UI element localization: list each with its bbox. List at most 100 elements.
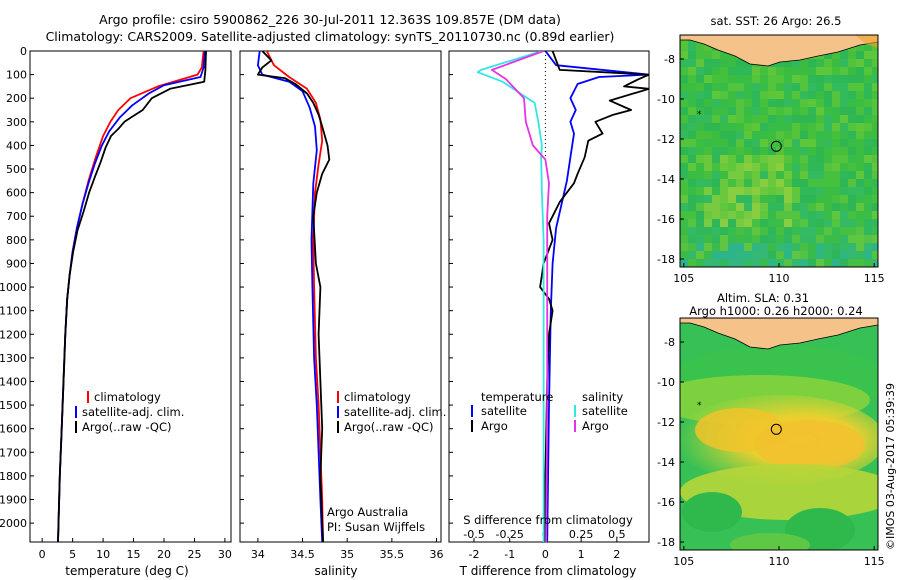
sst-pixel [832,227,840,235]
sst-pixel [864,99,872,107]
sst-pixel [832,171,840,179]
sst-pixel [784,75,792,83]
sst-pixel [808,155,816,163]
sst-pixel [816,147,824,155]
sst-pixel [848,171,856,179]
map-y-tick-label: -14 [657,173,675,186]
sst-argo-location-marker [770,140,782,152]
sst-pixel [784,67,792,75]
sst-pixel [688,83,696,91]
sst-pixel [872,107,878,115]
sst-pixel [848,147,856,155]
sst-pixel [720,51,728,59]
sst-pixel [736,147,744,155]
sst-pixel [840,51,848,59]
sst-pixel [736,91,744,99]
sst-pixel [856,107,864,115]
depth-tick-label: 1800 [0,470,27,483]
sst-pixel [760,139,768,147]
sst-pixel [752,227,760,235]
sst-pixel [808,163,816,171]
sst-pixel [760,131,768,139]
sst-pixel [856,139,864,147]
sst-pixel [840,259,848,267]
legend-temperature-heading: temperature [481,390,553,404]
sla-map-subtitle: Argo h1000: 0.26 h2000: 0.24 [689,304,862,318]
sst-pixel [760,155,768,163]
sst-pixel [704,243,712,251]
sst-pixel [744,211,752,219]
sst-pixel [760,115,768,123]
sst-map-title: sat. SST: 26 Argo: 26.5 [711,14,842,28]
sst-pixel [760,171,768,179]
sst-pixel [856,195,864,203]
sst-pixel [816,235,824,243]
sst-pixel [768,235,776,243]
sla-argo-location-marker [770,423,782,435]
map-x-tick-label: 105 [673,272,694,285]
sst-pixel [840,91,848,99]
sst-pixel [752,107,760,115]
sst-pixel [840,227,848,235]
sst-pixel [752,203,760,211]
sst-pixel [792,187,800,195]
sst-map [680,35,878,267]
sst-pixel [680,75,688,83]
sst-pixel [760,251,768,259]
sst-pixel [704,51,712,59]
sst-pixel [720,123,728,131]
sst-pixel [872,67,878,75]
sst-pixel [800,211,808,219]
sst-pixel [872,235,878,243]
sst-pixel [840,67,848,75]
sst-pixel [824,187,832,195]
sst-pixel [824,203,832,211]
sst-pixel [808,227,816,235]
sst-pixel [704,251,712,259]
sst-pixel [856,179,864,187]
imos-credit: ©IMOS 03-Aug-2017 05:39:39 [884,383,897,550]
sst-pixel [704,227,712,235]
sst-pixel [840,155,848,163]
sst-pixel [832,115,840,123]
sst-pixel [800,227,808,235]
sst-pixel [864,155,872,163]
sst-pixel [840,163,848,171]
sst-pixel [872,219,878,227]
sst-pixel [704,163,712,171]
sst-pixel [712,235,720,243]
sst-pixel [824,107,832,115]
sst-pixel [792,171,800,179]
difference-legend: temperature satellite Argo salinity sate… [471,390,628,433]
sst-pixel [728,195,736,203]
sst-pixel [768,115,776,123]
sst-pixel [728,139,736,147]
sst-pixel [696,123,704,131]
depth-tick-label: 1400 [0,375,27,388]
sst-pixel [736,179,744,187]
sst-pixel [752,147,760,155]
sst-pixel [736,139,744,147]
depth-tick-label: 400 [6,139,27,152]
sst-pixel [696,163,704,171]
sst-pixel [720,219,728,227]
sst-pixel [728,163,736,171]
sst-pixel [744,83,752,91]
sst-pixel [680,91,688,99]
sst-pixel [824,147,832,155]
sst-pixel [832,251,840,259]
sst-pixel [784,243,792,251]
sst-pixel [840,147,848,155]
sst-pixel [728,211,736,219]
sst-pixel [872,139,878,147]
sst-pixel [776,99,784,107]
depth-tick-label: 1300 [0,352,27,365]
sst-pixel [824,155,832,163]
sst-pixel [784,235,792,243]
sst-pixel [712,131,720,139]
sst-pixel [720,75,728,83]
sst-pixel [864,227,872,235]
sst-pixel [680,43,688,51]
depth-tick-label: 800 [6,234,27,247]
s-tick-label: -0.5 [463,528,484,541]
